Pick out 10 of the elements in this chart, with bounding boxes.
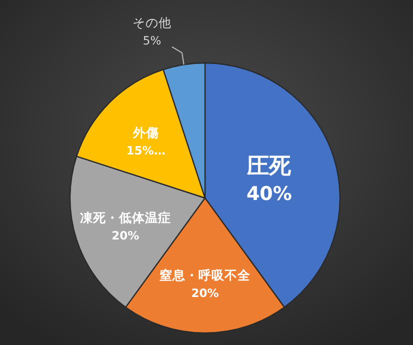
slice-label: その他	[132, 14, 172, 30]
data-label: 5%	[142, 33, 162, 48]
slice-label: 外傷	[132, 124, 159, 140]
slice-label: 窒息・呼吸不全	[160, 268, 252, 283]
data-label: 15%…	[126, 143, 166, 158]
slice-label: 圧死	[246, 154, 292, 180]
data-label: 40%	[246, 183, 292, 206]
data-label: 20%	[112, 228, 140, 242]
slice-label: 凍死・低体温症	[80, 210, 171, 225]
data-label: 20%	[191, 286, 220, 300]
